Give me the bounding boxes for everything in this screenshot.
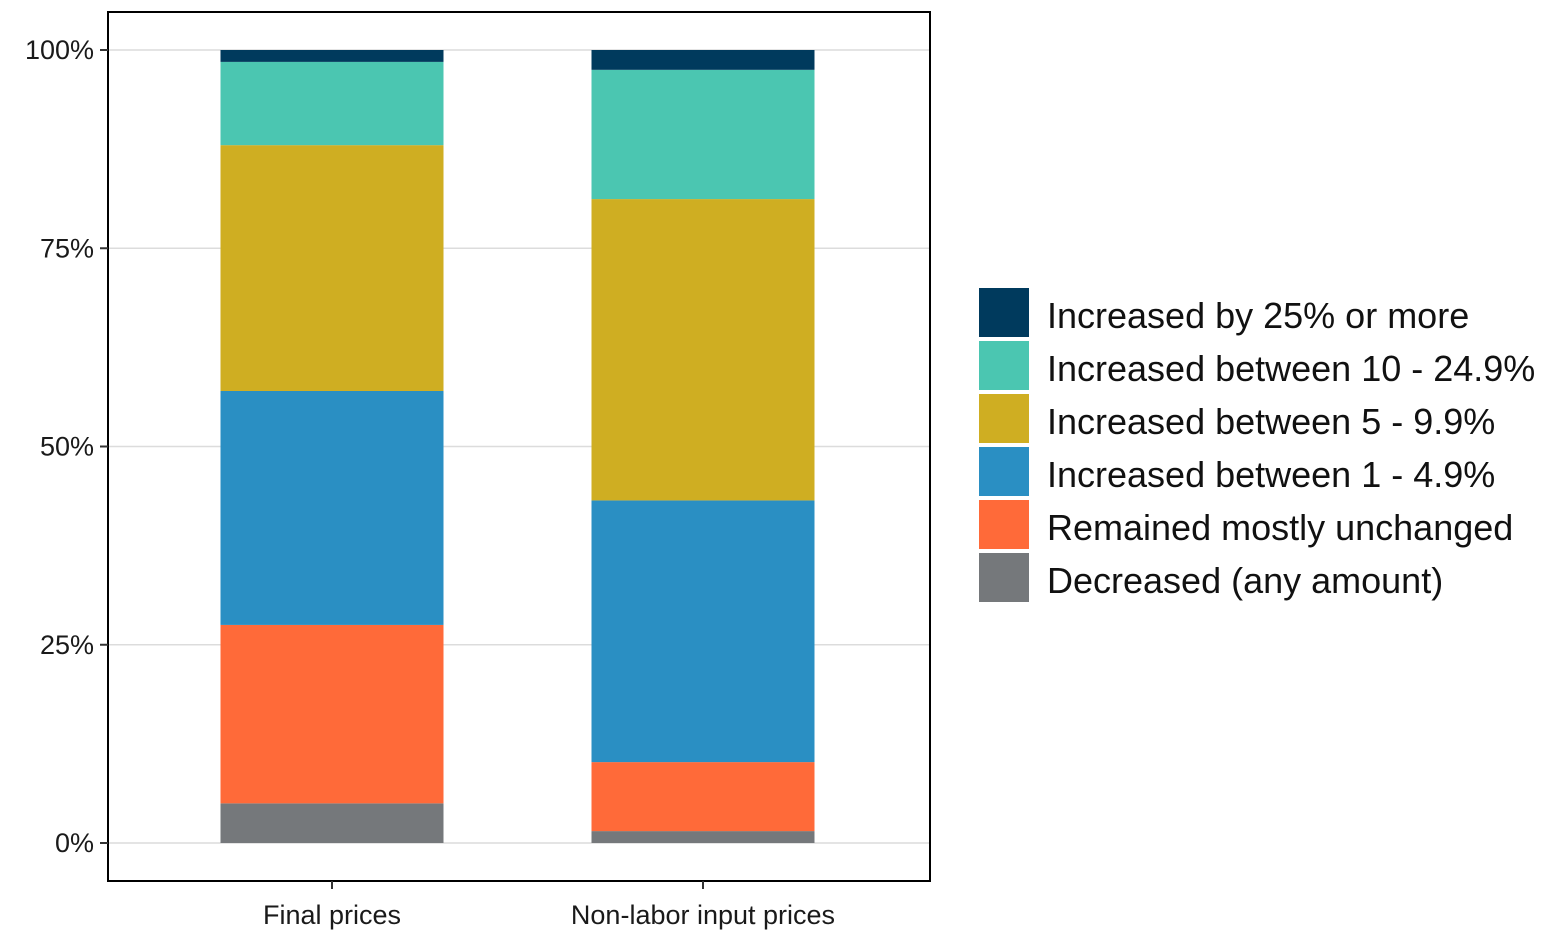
y-tick-label: 50% [40,432,94,462]
y-axis: 0% 25% 50% 75% 100% [25,35,108,858]
bar-segment [591,199,815,501]
bar-segment [220,61,444,146]
y-tick-label: 100% [25,35,94,65]
legend-label: Decreased (any amount) [1047,560,1443,601]
y-tick-label: 75% [40,233,94,263]
legend-key [979,288,1029,337]
legend-label: Increased between 1 - 4.9% [1047,454,1495,495]
bar-segment [591,831,815,843]
legend-key [979,500,1029,549]
bar-segment [220,145,444,391]
bar-segment [591,50,815,70]
legend-label: Increased by 25% or more [1047,295,1469,336]
bar-segment [591,69,815,200]
bar-segment [220,390,444,625]
legend-label: Increased between 5 - 9.9% [1047,401,1495,442]
legend-label: Increased between 10 - 24.9% [1047,348,1535,389]
x-tick-label: Final prices [263,900,401,930]
bar-segment [591,762,815,832]
legend-key [979,447,1029,496]
legend: Increased by 25% or more Increased betwee… [979,288,1535,602]
y-tick-label: 0% [55,828,94,858]
bar-segment [220,624,444,804]
legend-key [979,341,1029,390]
x-tick-label: Non-labor input prices [571,900,835,930]
legend-label: Remained mostly unchanged [1047,507,1513,548]
legend-key [979,394,1029,443]
x-axis: Final prices Non-labor input prices [263,881,835,930]
bar-segment [220,803,444,843]
bars [220,50,815,843]
bar-segment [220,50,444,62]
y-tick-label: 25% [40,630,94,660]
bar-segment [591,500,815,763]
legend-key [979,553,1029,602]
